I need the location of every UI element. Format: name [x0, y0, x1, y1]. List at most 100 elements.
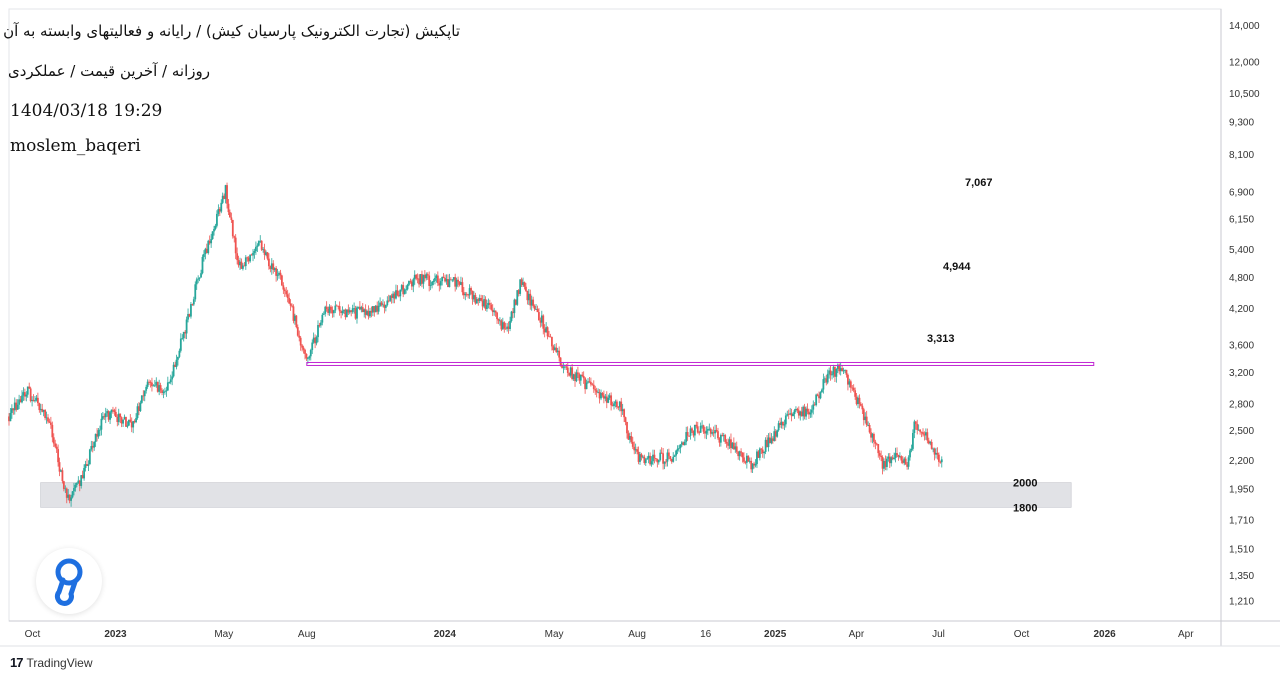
candle-body [558, 350, 561, 358]
candle-body [721, 435, 724, 437]
candle-body [83, 468, 85, 479]
candle-body [553, 347, 556, 351]
candle-body [281, 275, 283, 286]
candle-body [940, 459, 943, 463]
candle-body [909, 450, 911, 458]
candle-body [364, 309, 367, 315]
candle-body [71, 491, 74, 498]
candle-body [397, 295, 400, 297]
candle-body [431, 282, 433, 286]
candle-body [486, 305, 488, 309]
candle-body [628, 436, 631, 440]
candle-body [234, 237, 237, 254]
candle-body [22, 392, 25, 396]
candle-body [358, 306, 361, 310]
candle-body [509, 320, 511, 330]
candle-body [91, 445, 94, 448]
candle-body [158, 385, 161, 392]
candle-body [748, 460, 751, 462]
candle-body [436, 275, 439, 284]
candle-body [727, 443, 729, 446]
candle-body [28, 386, 31, 389]
candle-body [306, 358, 309, 360]
candle-body [175, 359, 178, 368]
candle-body [242, 265, 244, 269]
candle-body [250, 254, 253, 256]
candle-body [471, 290, 474, 300]
candle-body [132, 421, 135, 428]
x-tick-label: Apr [849, 629, 865, 640]
candle-body [670, 459, 673, 462]
candle-body [425, 274, 428, 279]
candle-body [536, 309, 539, 313]
candle-body [577, 372, 579, 375]
candle-body [197, 278, 200, 280]
candle-body [774, 431, 777, 437]
candle-body [617, 406, 620, 408]
candle-body [156, 381, 159, 392]
candle-body [353, 308, 355, 310]
candle-body [766, 439, 768, 448]
candle-body [526, 290, 529, 301]
candle-body [119, 413, 122, 418]
candle-body [221, 195, 224, 203]
candle-body [679, 444, 682, 449]
candle-body [520, 279, 523, 285]
candle-body [239, 261, 241, 266]
candle-body [80, 475, 83, 486]
candle-body [177, 356, 179, 360]
candle-body [179, 338, 182, 351]
candle-body [88, 449, 91, 465]
candle-body [604, 396, 607, 399]
candle-body [299, 337, 302, 346]
candle-body [266, 252, 269, 259]
candle-body [626, 421, 628, 434]
candle-body [800, 411, 803, 417]
x-tick-label: Aug [628, 629, 646, 640]
candle-body [493, 310, 496, 313]
y-tick-label: 1,710 [1229, 515, 1254, 526]
candle-body [630, 436, 633, 442]
candle-body [847, 374, 849, 385]
candle-body [188, 313, 191, 317]
candle-body [330, 306, 332, 310]
candle-body [341, 311, 344, 314]
candle-body [419, 274, 422, 285]
candle-body [680, 442, 683, 445]
candle-body [84, 464, 87, 469]
candle-body [514, 299, 517, 305]
zone-top-label: 2000 [1013, 478, 1037, 490]
candle-body [387, 300, 390, 302]
candle-body [392, 293, 394, 298]
x-tick-label: Oct [1014, 629, 1030, 640]
candle-body [15, 402, 18, 410]
candle-body [96, 433, 98, 437]
candle-body [722, 435, 725, 437]
candle-body [559, 357, 562, 366]
candle-body [740, 451, 742, 453]
candle-body [551, 336, 553, 347]
candle-body [751, 463, 754, 470]
candle-body [302, 347, 305, 350]
candle-body [826, 373, 829, 383]
candle-body [457, 279, 459, 282]
candle-body [191, 304, 194, 305]
candle-body [920, 431, 923, 433]
candle-body [501, 322, 504, 330]
candle-body [384, 305, 387, 308]
candle-body [198, 277, 201, 279]
candle-body [897, 455, 900, 457]
tradingview-brand[interactable]: 17 TradingView [10, 655, 93, 670]
chart-author: moslem_baqeri [10, 136, 141, 156]
candle-body [259, 240, 262, 242]
candle-body [922, 432, 924, 435]
candle-body [256, 245, 259, 247]
candle-body [288, 297, 291, 304]
x-tick-label: May [214, 629, 233, 640]
candle-body [545, 327, 548, 333]
candle-body [780, 421, 783, 425]
candle-body [257, 241, 260, 246]
candle-body [568, 372, 571, 376]
candle-body [195, 279, 198, 285]
